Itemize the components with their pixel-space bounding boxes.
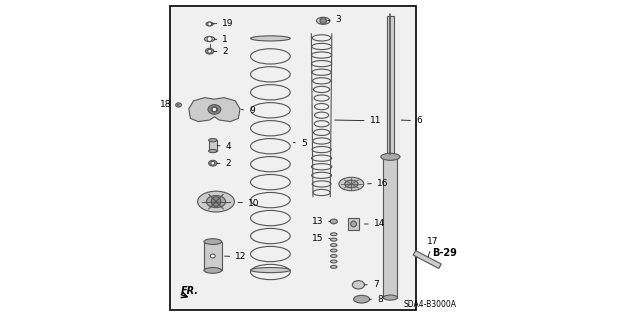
Circle shape xyxy=(320,18,326,24)
Text: 6: 6 xyxy=(401,116,422,125)
Text: 8: 8 xyxy=(370,295,383,304)
Text: 18: 18 xyxy=(161,100,179,109)
Text: B-29: B-29 xyxy=(432,248,456,258)
Ellipse shape xyxy=(211,107,218,112)
Ellipse shape xyxy=(331,249,337,252)
Ellipse shape xyxy=(205,48,214,54)
Text: 11: 11 xyxy=(335,116,381,125)
Circle shape xyxy=(207,22,211,26)
Text: 3: 3 xyxy=(328,15,341,24)
Ellipse shape xyxy=(354,295,370,303)
Text: 9: 9 xyxy=(241,106,255,115)
Text: 12: 12 xyxy=(225,252,246,261)
Ellipse shape xyxy=(205,36,215,42)
Ellipse shape xyxy=(198,191,234,212)
Text: 17: 17 xyxy=(428,237,438,257)
Bar xyxy=(383,157,397,298)
Circle shape xyxy=(207,49,211,53)
Text: 2: 2 xyxy=(214,47,228,56)
Ellipse shape xyxy=(351,221,356,227)
Ellipse shape xyxy=(206,22,213,26)
Polygon shape xyxy=(189,98,240,122)
Text: 19: 19 xyxy=(212,19,234,28)
Ellipse shape xyxy=(331,266,337,268)
Ellipse shape xyxy=(383,154,397,159)
Ellipse shape xyxy=(316,17,330,24)
Ellipse shape xyxy=(352,281,365,289)
Ellipse shape xyxy=(204,268,221,273)
Bar xyxy=(209,140,217,151)
Ellipse shape xyxy=(175,103,182,107)
Ellipse shape xyxy=(209,160,217,166)
Bar xyxy=(204,242,222,270)
Ellipse shape xyxy=(209,139,217,142)
Ellipse shape xyxy=(331,238,337,241)
Text: 10: 10 xyxy=(238,199,259,208)
Circle shape xyxy=(212,107,216,112)
FancyBboxPatch shape xyxy=(170,6,416,310)
Ellipse shape xyxy=(330,219,337,224)
Ellipse shape xyxy=(209,149,217,153)
Text: 7: 7 xyxy=(365,280,378,289)
Ellipse shape xyxy=(383,295,397,300)
Text: 1: 1 xyxy=(214,35,228,44)
Circle shape xyxy=(211,197,221,206)
Ellipse shape xyxy=(250,36,290,41)
Text: 2: 2 xyxy=(217,159,231,168)
Ellipse shape xyxy=(204,239,221,244)
Text: 13: 13 xyxy=(312,217,330,226)
Text: 4: 4 xyxy=(217,142,231,151)
Polygon shape xyxy=(413,251,441,268)
Ellipse shape xyxy=(339,177,364,191)
Ellipse shape xyxy=(208,105,221,114)
Ellipse shape xyxy=(331,255,337,257)
Ellipse shape xyxy=(250,268,290,273)
Text: 5: 5 xyxy=(293,139,307,148)
Ellipse shape xyxy=(211,254,215,258)
Bar xyxy=(387,16,394,157)
Ellipse shape xyxy=(381,153,400,160)
Ellipse shape xyxy=(331,233,337,236)
Text: FR.: FR. xyxy=(181,286,199,296)
Text: SDA4-B3000A: SDA4-B3000A xyxy=(403,300,456,309)
Circle shape xyxy=(211,161,215,165)
Text: 16: 16 xyxy=(367,179,388,188)
Circle shape xyxy=(207,36,212,42)
Bar xyxy=(348,218,360,230)
Text: 15: 15 xyxy=(312,234,330,243)
Ellipse shape xyxy=(344,180,358,188)
Text: 14: 14 xyxy=(364,220,385,228)
Ellipse shape xyxy=(206,196,226,208)
Ellipse shape xyxy=(331,244,337,246)
Ellipse shape xyxy=(331,260,337,263)
